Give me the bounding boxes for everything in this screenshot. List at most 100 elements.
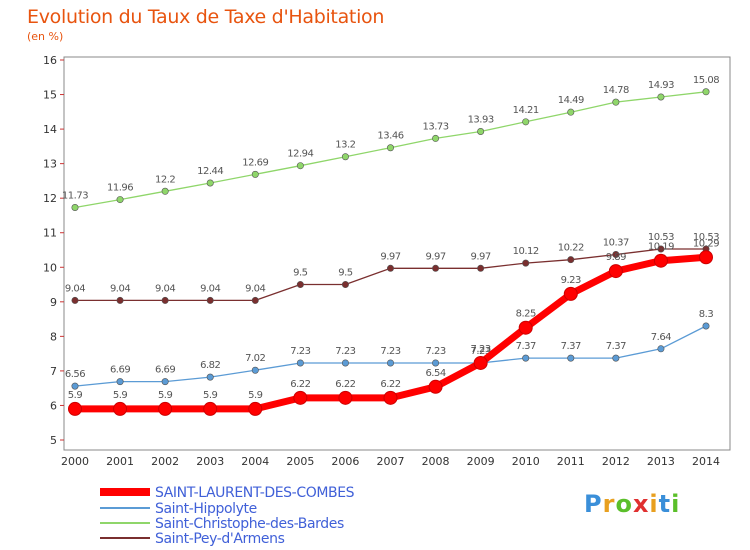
data-label: 7.64 [651, 332, 671, 343]
data-label: 9.04 [200, 283, 220, 294]
data-label: 7.23 [380, 346, 400, 357]
data-point [386, 359, 394, 367]
y-tick-label: 11 [43, 227, 57, 240]
data-label: 10.22 [558, 243, 584, 254]
data-point [341, 153, 349, 161]
logo-letter: P [584, 490, 603, 518]
data-label: 7.23 [425, 346, 445, 357]
data-point [296, 162, 304, 170]
data-point [113, 401, 128, 416]
data-point [338, 390, 353, 405]
x-tick-label: 2012 [602, 455, 630, 468]
data-point [477, 128, 485, 136]
y-tick-label: 8 [50, 330, 57, 343]
proxiti-logo: Proxiti [584, 490, 680, 518]
data-point [248, 401, 263, 416]
data-point [341, 359, 349, 367]
data-point [612, 250, 620, 258]
data-label: 13.73 [423, 121, 449, 132]
data-label: 9.5 [338, 268, 353, 279]
data-label: 15.08 [693, 75, 719, 86]
data-point [386, 144, 394, 152]
data-point [522, 118, 530, 126]
data-label: 6.56 [65, 369, 85, 380]
series-0: 5.9 5.9 5.9 5.9 5.9 6.22 6.22 6.22 6.54 7.23 8.25 9… [68, 238, 720, 416]
x-tick-label: 2009 [467, 455, 495, 468]
data-point [518, 320, 533, 335]
logo-letter: i [649, 490, 659, 518]
data-label: 5.9 [203, 390, 218, 401]
data-point [116, 296, 124, 304]
data-label: 9.97 [380, 251, 400, 262]
data-point [612, 98, 620, 106]
data-label: 9.04 [110, 283, 130, 294]
y-tick-label: 7 [50, 365, 57, 378]
data-label: 9.04 [245, 283, 265, 294]
data-point [251, 296, 259, 304]
data-label: 10.37 [603, 237, 629, 248]
data-point [612, 354, 620, 362]
data-point [432, 134, 440, 142]
data-point [293, 390, 308, 405]
data-point [699, 250, 713, 265]
legend-label: SAINT-LAURENT-DES-COMBES [155, 485, 355, 501]
data-label: 14.21 [513, 105, 539, 116]
data-point [522, 354, 530, 362]
x-tick-label: 2003 [196, 455, 224, 468]
data-label: 6.82 [200, 360, 220, 371]
x-tick-label: 2006 [331, 455, 359, 468]
y-tick-label: 5 [50, 434, 57, 447]
logo-letter: r [602, 490, 616, 518]
data-label: 7.37 [606, 341, 626, 352]
data-point [428, 379, 443, 394]
data-point [71, 296, 79, 304]
data-label: 9.5 [293, 268, 308, 279]
logo-letter: x [632, 490, 650, 518]
data-label: 9.97 [471, 251, 491, 262]
data-point [161, 187, 169, 195]
data-label: 9.04 [65, 283, 85, 294]
data-label: 5.9 [113, 390, 128, 401]
data-label: 6.22 [380, 379, 400, 390]
data-label: 10.29 [693, 238, 719, 249]
data-point [68, 401, 82, 416]
x-tick-label: 2013 [647, 455, 675, 468]
data-point [296, 281, 304, 289]
data-label: 12.44 [197, 166, 223, 177]
data-label: 9.97 [425, 251, 445, 262]
logo-letter: t [658, 490, 672, 518]
data-point [206, 179, 214, 187]
data-point [116, 378, 124, 386]
data-label: 11.96 [107, 183, 133, 194]
data-point [432, 359, 440, 367]
data-point [702, 322, 710, 330]
data-label: 8.3 [699, 309, 714, 320]
data-label: 9.23 [561, 275, 581, 286]
data-label: 13.93 [468, 115, 494, 126]
data-label: 6.22 [290, 379, 310, 390]
data-point [386, 264, 394, 272]
data-label: 6.54 [425, 368, 445, 379]
y-tick-label: 14 [43, 123, 57, 136]
data-label: 5.9 [158, 390, 173, 401]
legend-label: Saint-Hippolyte [155, 501, 257, 517]
data-label: 9.04 [155, 283, 175, 294]
data-point [657, 345, 665, 353]
data-label: 13.46 [377, 131, 403, 142]
data-label: 8.25 [516, 309, 536, 320]
legend-label: Saint-Pey-d'Armens [155, 531, 285, 547]
y-axis: 5 6 7 8 9 10 11 12 13 14 15 16 [43, 54, 64, 447]
x-tick-label: 2008 [422, 455, 450, 468]
data-point [203, 401, 218, 416]
data-label: 9.89 [606, 252, 626, 263]
data-point [206, 296, 214, 304]
data-label: 7.23 [471, 346, 491, 357]
data-point [473, 355, 488, 370]
data-point [563, 286, 578, 301]
x-axis: 2000 2001 2002 2003 2004 2005 2006 2007 2008 2009… [61, 455, 720, 468]
data-label: 13.2 [335, 140, 355, 151]
data-label: 6.69 [155, 365, 175, 376]
series-2: 11.73 11.96 12.2 12.44 12.69 12.94 13.2 13.46 13… [62, 75, 720, 212]
data-point [161, 378, 169, 386]
